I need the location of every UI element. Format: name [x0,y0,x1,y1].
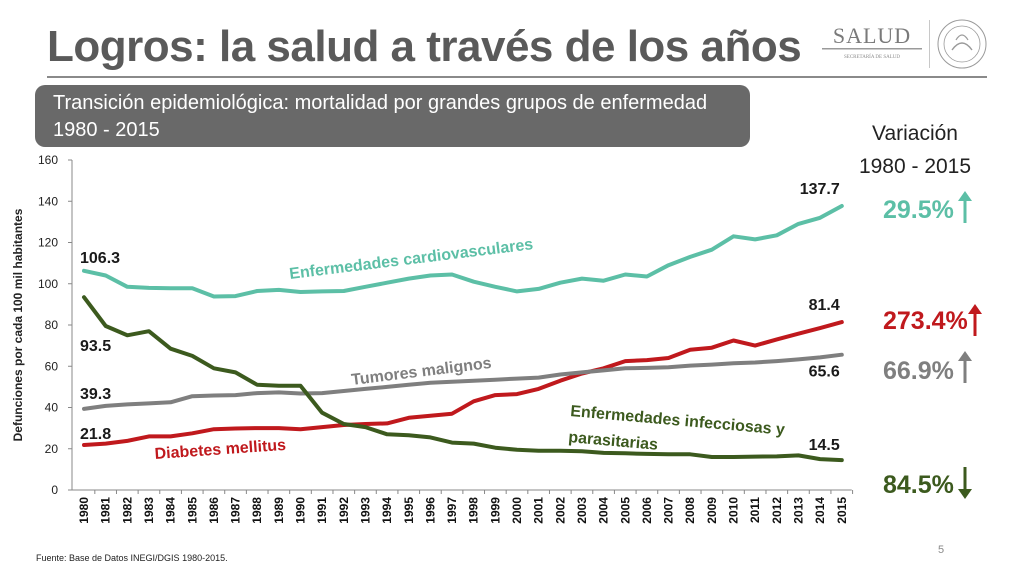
series-label-cardiovascular: Enfermedades cardiovasculares [288,236,534,283]
series-line-1 [82,320,844,447]
x-tick-label: 1990 [294,497,308,524]
banner-line-2: 1980 - 2015 [53,119,160,141]
data-label-cardiovascular-2015: 137.7 [800,181,840,198]
y-tick-label: 100 [38,277,58,291]
page-title: Logros: la salud a través de los años [47,22,802,71]
x-tick-label: 1999 [488,497,502,524]
x-tick-label: 1989 [272,497,286,524]
data-label-tumores-2015: 65.6 [809,364,840,381]
arrow-up-icon [968,304,982,336]
x-tick-label: 1983 [142,497,156,524]
x-tick-label: 1981 [99,497,113,524]
x-tick-label: 1984 [164,497,178,524]
x-tick-label: 2001 [532,497,546,524]
variation-infecciosas: 84.5% [883,471,954,499]
y-axis-title: Defunciones por cada 100 mil habitantes [11,208,25,441]
x-tick-label: 2000 [510,497,524,524]
x-tick-label: 1987 [229,497,243,524]
y-tick-label: 60 [45,359,59,373]
x-tick-label: 2014 [813,497,827,524]
series-line-0 [82,204,844,299]
x-tick-label: 1993 [358,497,372,524]
series-line-3 [82,295,844,463]
x-tick-label: 2012 [770,497,784,524]
x-tick-label: 2009 [705,497,719,524]
y-tick-label: 160 [38,153,58,167]
title-divider [47,76,987,78]
x-tick-label: 1996 [423,497,437,524]
x-tick-label: 1992 [337,497,351,524]
logo-text: SALUD [833,23,911,48]
y-tick-label: 0 [51,483,58,497]
variation-cardiovascular: 29.5% [883,196,954,224]
chart-banner: Transición epidemiológica: mortalidad po… [35,85,750,147]
variation-tumores: 66.9% [883,357,954,385]
x-tick-label: 1994 [380,497,394,524]
x-tick-label: 1988 [250,497,264,524]
x-tick-label: 2011 [748,497,762,523]
arrow-down-icon [958,467,972,499]
y-tick-label: 20 [45,442,59,456]
x-tick-label: 1998 [467,497,481,524]
x-tick-label: 1982 [120,497,134,524]
data-label-tumores-1980: 39.3 [80,386,111,403]
banner-line-1: Transición epidemiológica: mortalidad po… [53,92,708,114]
x-tick-label: 2007 [662,497,676,524]
data-label-cardiovascular-1980: 106.3 [80,250,120,267]
y-tick-label: 80 [45,318,59,332]
x-tick-label: 1991 [315,497,329,524]
x-tick-label: 2010 [727,497,741,524]
x-tick-label: 2006 [640,497,654,524]
source-note: Fuente: Base de Datos INEGI/DGIS 1980-20… [36,553,228,563]
data-label-infecciosas-2015: 14.5 [809,437,840,454]
data-label-infecciosas-1980: 93.5 [80,338,111,355]
y-tick-label: 140 [38,194,58,208]
y-tick-label: 120 [38,236,58,250]
logo-underline [822,48,922,50]
x-tick-label: 1997 [445,497,459,524]
x-tick-label: 2013 [791,497,805,524]
x-tick-label: 2015 [835,497,849,524]
x-tick-label: 1980 [77,497,91,524]
series-line-2 [82,352,844,411]
page-number: 5 [938,544,945,556]
x-tick-label: 1995 [402,497,416,524]
x-tick-label: 2002 [553,497,567,524]
x-tick-label: 1986 [207,497,221,524]
x-tick-label: 2005 [618,497,632,524]
x-tick-label: 1985 [185,497,199,524]
x-tick-label: 2004 [597,497,611,524]
data-label-diabetes-2015: 81.4 [809,297,840,314]
salud-logo: SALUD SECRETARÍA DE SALUD [822,19,987,69]
series-label-diabetes: Diabetes mellitus [154,437,287,463]
data-label-diabetes-1980: 21.8 [80,426,111,443]
y-tick-label: 40 [45,401,59,415]
x-tick-label: 2003 [575,497,589,524]
logo-subtext: SECRETARÍA DE SALUD [844,54,900,60]
arrow-up-icon [958,351,972,383]
arrow-up-icon [958,191,972,223]
x-tick-label: 2008 [683,497,697,524]
logo-separator [929,20,930,68]
variation-heading-line-2: 1980 - 2015 [858,155,972,178]
seal-icon [937,19,987,69]
variation-heading-line-1: Variación [872,122,958,145]
variation-diabetes: 273.4% [883,307,968,335]
